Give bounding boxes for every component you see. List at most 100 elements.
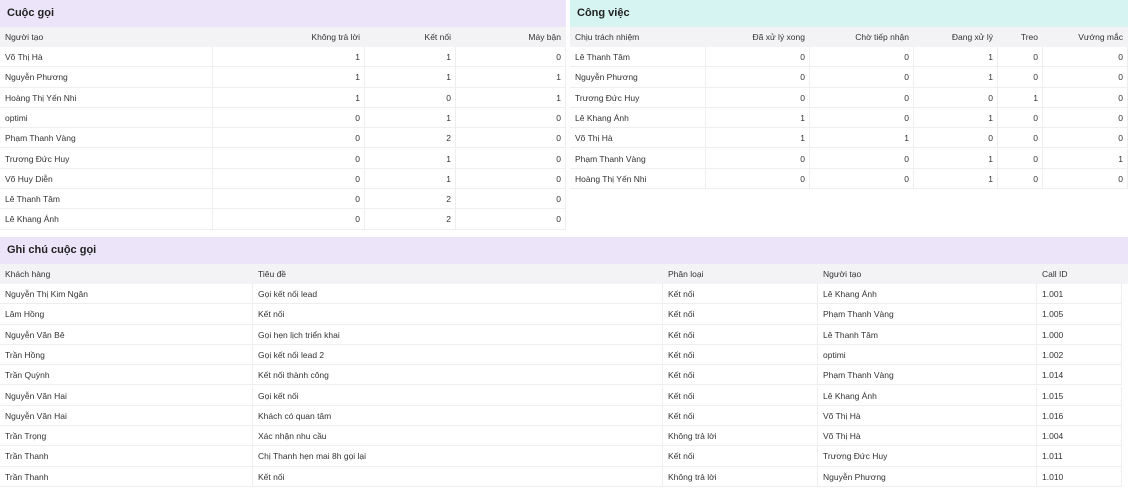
table-cell — [365, 87, 456, 108]
table-cell — [0, 365, 253, 386]
table-cell-text: 0 — [355, 173, 360, 184]
table-cell — [456, 189, 566, 210]
table-cell-text: Xác nhận nhu cầu — [258, 431, 327, 442]
table-cell — [570, 67, 706, 88]
table-cell-text: 0 — [1118, 173, 1123, 184]
column-header: Treo — [1020, 32, 1038, 42]
table-cell-text: 1 — [355, 72, 360, 83]
table-cell — [365, 209, 456, 230]
table-cell-text: 0 — [556, 133, 561, 144]
table-cell — [663, 284, 818, 305]
table-cell-text: Nguyễn Văn Hai — [5, 390, 67, 401]
table-cell — [810, 168, 914, 190]
table-cell — [998, 67, 1043, 88]
table-cell — [914, 87, 998, 108]
table-cell-text: Trần Hồng — [5, 349, 45, 360]
table-cell — [253, 304, 663, 325]
table-cell-text: 2 — [446, 214, 451, 225]
table-cell — [998, 148, 1043, 169]
table-cell-text: Khách có quan tâm — [258, 410, 332, 421]
table-cell — [0, 87, 213, 108]
table-cell-text: 0 — [556, 194, 561, 205]
table-cell — [663, 365, 818, 386]
table-cell — [570, 128, 706, 149]
table-cell-text: 1.000 — [1042, 329, 1064, 340]
table-cell — [213, 148, 365, 169]
table-cell — [818, 466, 1037, 487]
column-header-row — [0, 27, 566, 47]
table-cell-text: 0 — [1118, 133, 1123, 144]
column-header: Đã xử lý xong — [752, 32, 805, 42]
table-cell-text: 0 — [800, 72, 805, 83]
table-cell — [706, 47, 810, 68]
table-cell — [1037, 446, 1122, 467]
table-cell-text: 1.002 — [1042, 349, 1064, 360]
column-header: Người tạo — [5, 32, 44, 42]
table-cell — [818, 405, 1037, 427]
table-cell — [365, 148, 456, 169]
table-cell — [570, 87, 706, 108]
table-cell — [456, 128, 566, 149]
table-cell-text: 1 — [1118, 153, 1123, 164]
section-header — [0, 237, 1128, 264]
table-cell-text: 1 — [446, 173, 451, 184]
table-cell — [663, 324, 818, 345]
table-cell-text: 0 — [556, 173, 561, 184]
column-header: Kết nối — [424, 32, 451, 42]
table-cell-text: Kết nối — [258, 471, 285, 482]
table-cell-text: Gọi kết nối lead — [258, 289, 318, 299]
table-cell — [0, 385, 253, 406]
table-cell-text: 1 — [988, 52, 993, 62]
table-cell — [253, 284, 663, 305]
table-cell — [456, 67, 566, 88]
table-cell — [998, 87, 1043, 108]
table-cell-text: 1.011 — [1042, 451, 1063, 462]
table-cell — [663, 446, 818, 467]
table-cell-text: 1 — [446, 153, 451, 164]
table-cell-text: Hoàng Thị Yến Nhi — [575, 173, 647, 184]
column-header: Vướng mắc — [1078, 32, 1123, 42]
table-cell — [365, 168, 456, 190]
table-cell-text: 0 — [1118, 52, 1123, 62]
table-cell-text: 0 — [1033, 112, 1038, 123]
table-cell-text: Phạm Thanh Vàng — [5, 133, 76, 144]
table-cell-text: Trương Đức Huy — [823, 451, 888, 462]
table-cell — [706, 87, 810, 108]
table-cell — [1037, 344, 1122, 366]
table-cell — [213, 128, 365, 149]
table-cell — [914, 107, 998, 129]
table-cell-text: Kết nối — [668, 451, 695, 462]
table-cell-text: 0 — [1118, 72, 1123, 83]
table-cell — [706, 148, 810, 169]
table-cell-text: 0 — [800, 52, 805, 62]
table-cell-text: 0 — [556, 153, 561, 164]
table-cell — [0, 67, 213, 88]
section-title: Ghi chú cuộc gọi — [7, 244, 97, 256]
section-header — [570, 0, 1128, 27]
table-cell-text: Kết nối — [668, 370, 695, 381]
table-cell-text: 1 — [988, 153, 993, 164]
table-cell-text: 0 — [1118, 92, 1123, 103]
table-cell-text: 1 — [1033, 92, 1038, 103]
table-cell-text: 1 — [355, 52, 360, 62]
table-cell — [818, 304, 1037, 325]
table-cell — [213, 168, 365, 190]
table-cell — [706, 128, 810, 149]
column-header: Phân loại — [668, 269, 704, 279]
table-cell-text: Lê Khang Ánh — [575, 112, 629, 123]
table-cell-text: Kết nối — [668, 309, 695, 320]
table-cell-text: 0 — [904, 112, 909, 123]
table-cell — [213, 209, 365, 230]
column-header: Khách hàng — [5, 269, 51, 279]
table-cell-text: 0 — [904, 153, 909, 164]
table-cell-text: 0 — [1033, 173, 1038, 184]
table-cell — [706, 107, 810, 129]
column-header: Không trả lời — [311, 32, 360, 42]
table-cell — [570, 107, 706, 129]
table-cell — [1043, 128, 1128, 149]
column-header: Tiêu đề — [258, 269, 287, 279]
table-cell-text: 1 — [446, 52, 451, 62]
table-cell — [1037, 385, 1122, 406]
table-cell-text: Trần Trọng — [5, 431, 47, 442]
table-cell — [365, 107, 456, 129]
